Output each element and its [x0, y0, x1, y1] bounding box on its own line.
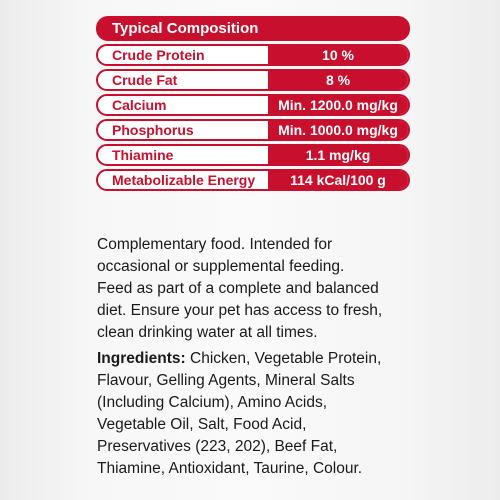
nutrient-value: 10 %	[268, 46, 408, 64]
instruction-line: occasional or supplemental feeding.	[97, 258, 345, 275]
instruction-line: clean drinking water at all times.	[97, 324, 318, 341]
ingredients-first-line: Ingredients: Chicken, Vegetable Protein,	[97, 348, 427, 370]
nutrient-name: Metabolizable Energy	[112, 172, 256, 188]
composition-row-calcium: Calcium Min. 1200.0 mg/kg	[96, 94, 410, 116]
instruction-line: Complementary food. Intended for	[97, 236, 333, 253]
composition-row-phosphorus: Phosphorus Min. 1000.0 mg/kg	[96, 119, 410, 141]
instruction-line: diet. Ensure your pet has access to fres…	[97, 302, 383, 319]
nutrient-value: Min. 1000.0 mg/kg	[268, 121, 408, 139]
composition-row-thiamine: Thiamine 1.1 mg/kg	[96, 144, 410, 166]
composition-row-crude-protein: Crude Protein 10 %	[96, 44, 410, 66]
ingredients-line: Thiamine, Antioxidant, Taurine, Colour.	[97, 460, 363, 477]
composition-row-metabolizable-energy: Metabolizable Energy 114 kCal/100 g	[96, 169, 410, 191]
ingredients-text: Chicken, Vegetable Protein,	[185, 350, 382, 367]
nutrient-name: Thiamine	[112, 147, 174, 163]
ingredients-list: Ingredients: Chicken, Vegetable Protein,…	[97, 348, 427, 480]
nutrient-value: 114 kCal/100 g	[268, 171, 408, 189]
feeding-instructions: Complementary food. Intended for occasio…	[97, 234, 427, 344]
composition-row-crude-fat: Crude Fat 8 %	[96, 69, 410, 91]
ingredients-label: Ingredients:	[97, 350, 186, 367]
ingredients-line: Preservatives (223, 202), Beef Fat,	[97, 438, 338, 455]
nutrient-value: Min. 1200.0 mg/kg	[268, 96, 408, 114]
ingredients-line: (Including Calcium), Amino Acids,	[97, 394, 328, 411]
instruction-line: Feed as part of a complete and balanced	[97, 280, 379, 297]
nutrient-name: Crude Protein	[112, 47, 205, 63]
nutrient-name: Phosphorus	[112, 122, 194, 138]
nutrient-value: 1.1 mg/kg	[268, 146, 408, 164]
nutrient-name: Calcium	[112, 97, 167, 113]
nutrient-value: 8 %	[268, 71, 408, 89]
composition-title: Typical Composition	[96, 16, 410, 41]
typical-composition-table: Typical Composition Crude Protein 10 % C…	[96, 16, 410, 191]
nutrient-name: Crude Fat	[112, 72, 178, 88]
ingredients-line: Vegetable Oil, Salt, Food Acid,	[97, 416, 307, 433]
ingredients-line: Flavour, Gelling Agents, Mineral Salts	[97, 372, 355, 389]
